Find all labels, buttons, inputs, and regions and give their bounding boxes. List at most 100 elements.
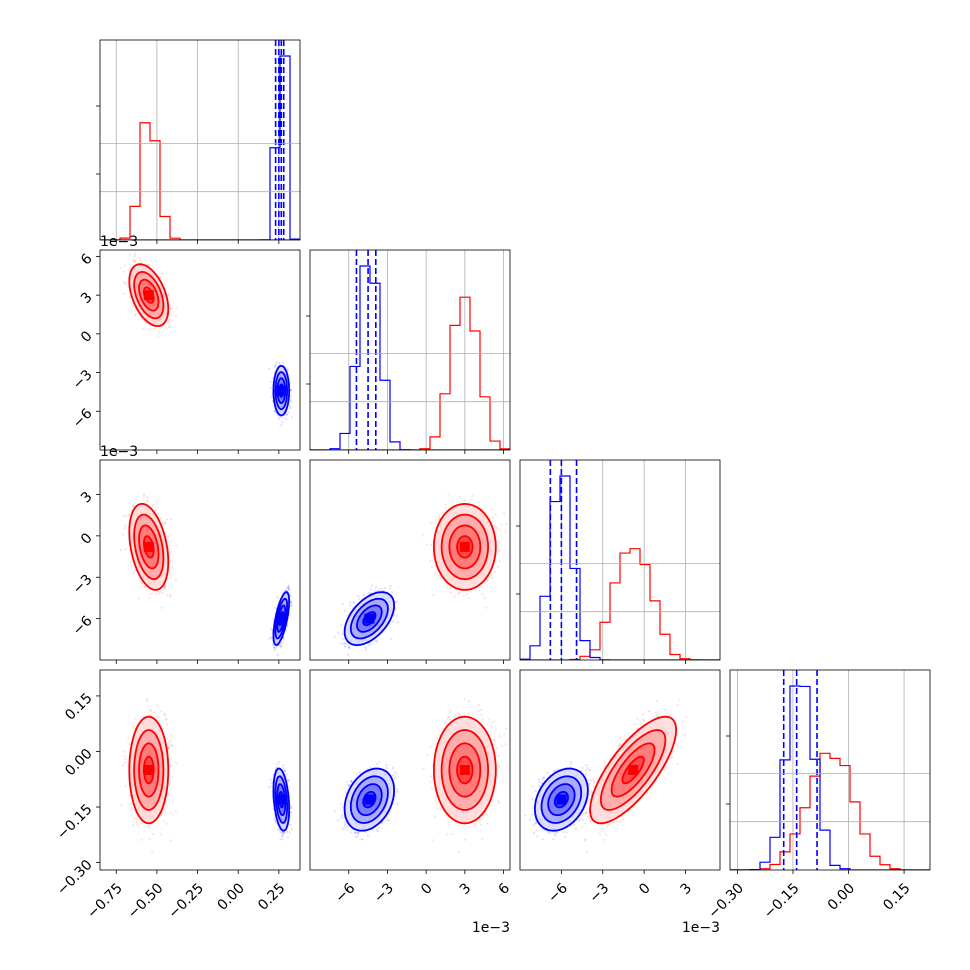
point <box>166 594 169 597</box>
scatter-area <box>119 493 293 656</box>
point <box>123 514 126 518</box>
point <box>142 328 145 331</box>
point <box>124 281 127 284</box>
point <box>152 266 155 269</box>
point <box>129 267 132 270</box>
point <box>133 260 137 263</box>
point <box>132 572 135 575</box>
panel-0-0 <box>96 39 301 244</box>
point <box>142 494 146 497</box>
point <box>279 424 283 427</box>
point <box>175 544 178 547</box>
point <box>164 326 168 330</box>
point <box>147 328 150 331</box>
point <box>170 307 173 310</box>
point <box>156 590 160 594</box>
point <box>160 606 163 609</box>
y-tick-label: −3 <box>70 367 96 393</box>
point <box>148 596 151 599</box>
point <box>289 389 293 392</box>
point <box>171 566 174 569</box>
y-tick-label: 3 <box>78 290 96 308</box>
point <box>269 387 272 390</box>
point <box>278 361 281 364</box>
point <box>140 582 143 585</box>
point <box>169 576 172 580</box>
point <box>287 411 290 414</box>
point <box>122 280 125 283</box>
point <box>168 535 171 538</box>
point <box>270 395 273 398</box>
point <box>169 304 172 307</box>
point <box>146 499 149 502</box>
point <box>158 592 161 595</box>
density-peak <box>143 290 154 301</box>
point <box>170 551 173 554</box>
point <box>132 259 136 262</box>
point <box>163 522 166 525</box>
point <box>289 406 292 409</box>
point <box>138 257 141 260</box>
point <box>167 326 170 329</box>
point <box>137 597 140 600</box>
point <box>167 320 170 323</box>
point <box>286 414 289 417</box>
point <box>171 319 174 323</box>
point <box>144 586 147 589</box>
point <box>166 294 170 297</box>
point <box>133 569 136 572</box>
point <box>146 501 149 504</box>
point <box>139 259 142 262</box>
point <box>146 496 149 499</box>
histogram-0 <box>310 296 510 450</box>
point <box>133 258 136 261</box>
point <box>170 559 173 562</box>
point <box>156 501 159 504</box>
point <box>270 381 273 384</box>
point <box>165 518 169 521</box>
point <box>159 276 162 279</box>
histogram-area <box>100 40 300 240</box>
point <box>147 264 150 267</box>
y-tick-label: 0 <box>78 328 96 346</box>
point <box>154 593 157 596</box>
y-scale-label: 1e−3 <box>100 234 138 250</box>
point <box>133 254 136 258</box>
point <box>127 513 130 517</box>
point <box>140 586 143 589</box>
point <box>288 407 291 410</box>
point <box>163 585 166 588</box>
point <box>161 591 164 595</box>
point <box>169 325 172 328</box>
scatter-area <box>119 252 293 427</box>
point <box>158 331 161 334</box>
point <box>281 420 284 424</box>
point <box>157 335 160 338</box>
point <box>169 307 172 310</box>
point <box>281 416 284 419</box>
point <box>289 389 293 392</box>
point <box>154 509 158 512</box>
point <box>143 585 146 588</box>
point <box>290 400 293 403</box>
point <box>123 292 126 296</box>
point <box>286 413 289 416</box>
point <box>130 561 133 564</box>
panel-1-1 <box>306 249 511 454</box>
point <box>128 269 131 272</box>
point <box>123 524 127 527</box>
point <box>142 493 145 496</box>
point <box>146 263 149 266</box>
panel-frame <box>309 249 511 451</box>
point <box>276 645 279 648</box>
point <box>273 365 276 368</box>
point <box>272 409 276 412</box>
point <box>273 409 276 412</box>
point <box>124 515 127 518</box>
point <box>170 540 173 543</box>
histogram-0 <box>100 122 300 240</box>
point <box>169 595 172 598</box>
point <box>275 361 278 364</box>
